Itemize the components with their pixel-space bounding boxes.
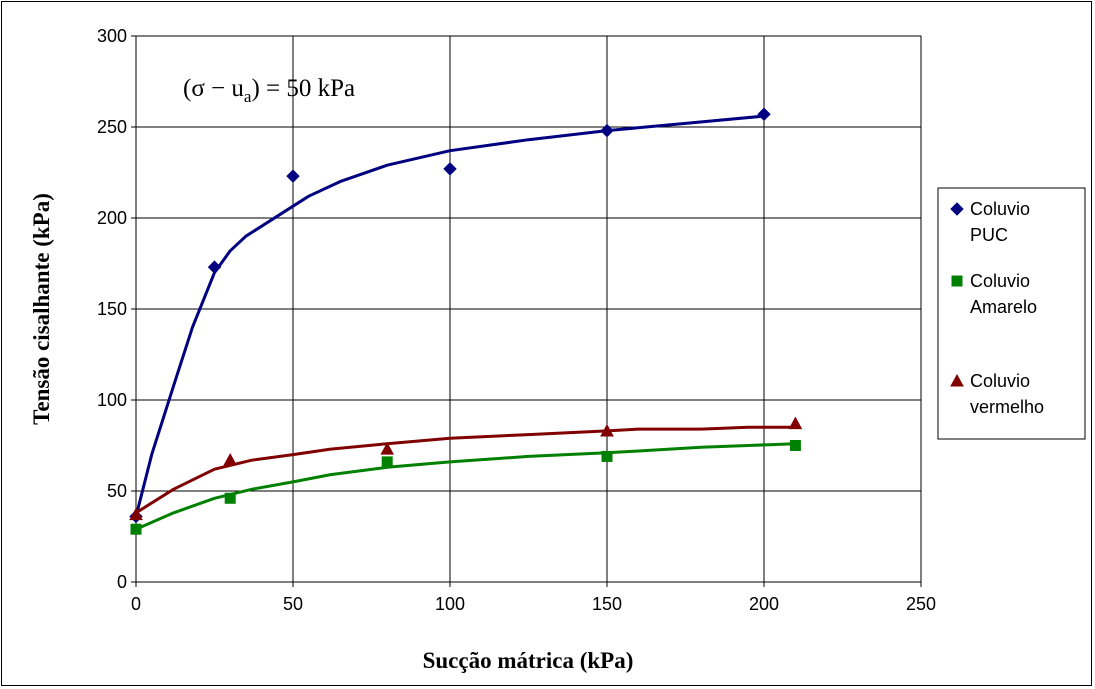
data-points — [129, 107, 803, 535]
legend-label-series-3: Coluvio — [970, 371, 1030, 391]
data-point-series-2 — [130, 523, 142, 535]
y-tick-label: 50 — [107, 481, 127, 501]
data-point-series-1 — [757, 107, 771, 121]
legend-marker-series-3 — [950, 373, 964, 387]
legend-label-series-3: vermelho — [970, 397, 1044, 417]
legend-label-series-1: Coluvio — [970, 199, 1030, 219]
data-point-series-3 — [788, 416, 803, 430]
axes — [131, 35, 922, 587]
legend-marker-series-2 — [951, 275, 963, 287]
data-point-series-2 — [224, 492, 236, 504]
trend-line-series-1 — [134, 114, 766, 518]
data-point-series-2 — [789, 440, 801, 451]
trend-lines — [134, 114, 797, 531]
y-axis-title: Tensão cisalhante (kPa) — [29, 193, 54, 425]
x-tick-label: 200 — [749, 594, 779, 614]
data-point-series-1 — [286, 169, 300, 183]
x-tick-label: 100 — [435, 594, 465, 614]
y-tick-label: 100 — [97, 390, 127, 410]
data-point-series-2 — [601, 450, 613, 462]
data-point-series-3 — [380, 442, 395, 455]
data-point-series-1 — [443, 162, 457, 176]
data-point-series-1 — [207, 260, 222, 274]
y-tick-label: 200 — [97, 208, 127, 228]
y-tick-label: 250 — [97, 117, 127, 137]
x-tick-label: 250 — [906, 594, 936, 614]
legend-label-series-1: PUC — [970, 225, 1008, 245]
data-point-series-3 — [600, 423, 614, 437]
legend-box — [937, 187, 1086, 440]
x-tick-label: 150 — [592, 594, 622, 614]
data-point-series-3 — [129, 507, 143, 521]
legend: Coluvio PUC Coluvio Amarelo Coluvio vermelho — [950, 199, 1044, 417]
x-axis-title: Sucção mátrica (kPa) — [423, 648, 634, 673]
y-tick-label: 0 — [117, 572, 127, 592]
x-tick-labels: 0 50 100 150 200 250 — [131, 594, 936, 614]
data-point-series-2 — [381, 456, 393, 468]
legend-label-series-2: Coluvio — [970, 271, 1030, 291]
y-tick-label: 300 — [97, 26, 127, 46]
legend-label-series-2: Amarelo — [970, 297, 1037, 317]
annotation: (σ − ua) = 50 kPa — [183, 75, 355, 106]
annotation-subscript: a — [244, 87, 252, 106]
y-tick-labels: 0 50 100 150 200 250 300 — [97, 26, 127, 592]
x-tick-label: 0 — [131, 594, 141, 614]
legend-marker-series-1 — [950, 202, 964, 216]
trend-line-series-3 — [134, 425, 797, 515]
y-tick-label: 150 — [97, 299, 127, 319]
gridlines — [136, 35, 922, 582]
data-point-series-1 — [600, 123, 614, 138]
trend-line-series-2 — [134, 442, 797, 531]
data-point-series-3 — [223, 453, 238, 466]
x-tick-label: 50 — [283, 594, 303, 614]
